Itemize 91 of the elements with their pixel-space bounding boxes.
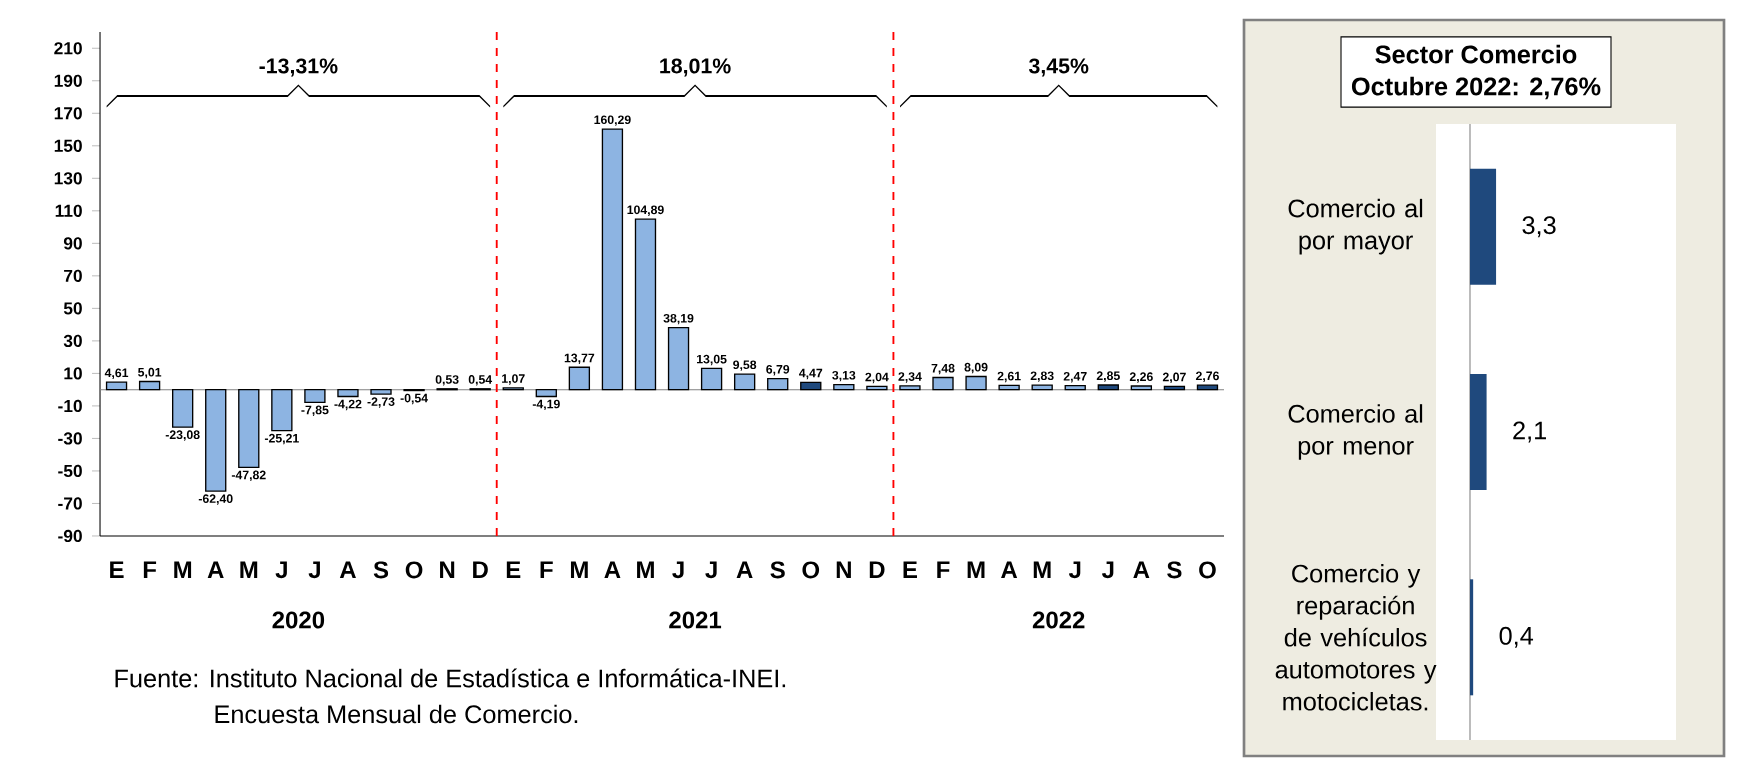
x-tick-label: J [1102,561,1114,579]
data-label: 3,3 [1522,216,1556,238]
bar [767,377,789,391]
bar [965,375,987,391]
x-tick-label: O [405,561,423,579]
y-tick-label: Comercio al por mayor [1288,198,1423,255]
y-tick-label: 210 [54,42,82,55]
bar [667,326,690,391]
x-tick-label: M [240,561,258,578]
x-tick-label: S [373,561,389,579]
annotation: 18,01% [660,58,731,77]
bar [271,388,293,432]
y-tick-label: 170 [54,107,82,120]
data-label: 2,1 [1513,421,1546,443]
text: 2020 [272,611,325,629]
x-tick-label: J [275,561,287,579]
y-tick-label: 90 [63,237,82,250]
x-tick-label: A [736,561,753,578]
x-tick-label: O [802,561,820,579]
bar [1097,384,1119,391]
bar [1064,384,1086,391]
x-tick-label: A [339,561,356,578]
y-tick-label: -70 [58,497,82,510]
x-tick-label: M [967,561,985,578]
bar [700,367,723,391]
bar [634,218,657,391]
y-tick-label: -90 [58,529,82,543]
x-tick-label: D [473,561,488,578]
bar [733,373,756,391]
bar [800,381,822,391]
x-tick-label: S [770,561,785,579]
annotation: -13,31% [259,58,338,77]
y-tick-label: 70 [64,269,82,282]
y-tick-label: 110 [55,204,82,217]
y-tick-label: -50 [58,464,82,478]
bar [337,388,359,398]
y-tick-label: 190 [54,74,82,87]
annotation: 3,45% [1028,58,1089,77]
chart-title: Sector Comercio [1375,44,1577,64]
x-tick-label: A [1133,561,1150,578]
y-tick-label: 10 [64,367,82,380]
x-tick-label: J [672,561,684,579]
x-tick-label: E [903,561,917,578]
x-tick-label: J [1068,561,1081,579]
y-tick-label: 50 [63,302,82,315]
x-tick-label: M [1033,561,1051,578]
x-tick-label: M [637,561,654,578]
source-note: Fuente: Instituto Nacional de Estadística e Informática-INEI. [115,668,786,688]
bar [238,388,260,469]
x-tick-label: O [1199,561,1216,579]
x-tick-label: F [937,561,950,578]
x-tick-label: J [308,561,320,579]
bar [205,388,227,492]
bar [833,383,855,391]
x-tick-label: M [570,561,588,578]
bar [304,388,326,404]
x-tick-label: S [1167,561,1182,579]
x-tick-label: F [540,561,553,578]
bar [998,384,1020,391]
x-tick-label: D [869,561,885,578]
x-tick-label: N [440,561,455,578]
x-tick-label: E [506,561,521,578]
y-tick-label: 130 [54,172,82,185]
x-tick-label: A [604,561,621,578]
y-tick-label: -10 [58,399,82,413]
x-tick-label: M [174,561,192,578]
x-tick-label: F [143,561,157,578]
bar [138,380,161,391]
bar [601,128,624,391]
x-tick-label: J [705,561,717,579]
data-label: 0,4 [1499,626,1534,648]
text: Encuesta Mensual de Comercio. [215,704,578,724]
bar [172,388,194,428]
x-tick-label: N [836,561,851,578]
y-tick-label: Comercio y reparación de vehículos automotores y motocicletas. [1275,564,1437,711]
y-tick-label: 150 [54,139,82,152]
bar [105,381,128,391]
text: 2021 [669,611,722,629]
x-tick-label: A [1001,561,1018,578]
bar [535,388,557,398]
y-tick-label: 30 [63,334,82,348]
x-tick-label: A [207,561,224,578]
y-tick-label: -30 [58,432,82,445]
text: 2022 [1032,611,1085,629]
y-tick-label: Comercio al por menor [1288,404,1423,460]
bar [568,366,591,391]
x-tick-label: E [110,561,124,578]
chart-subtitle: Octubre 2022: 2,76% [1351,76,1601,100]
bar [370,388,392,395]
bar [1031,384,1053,391]
bar [932,376,954,391]
